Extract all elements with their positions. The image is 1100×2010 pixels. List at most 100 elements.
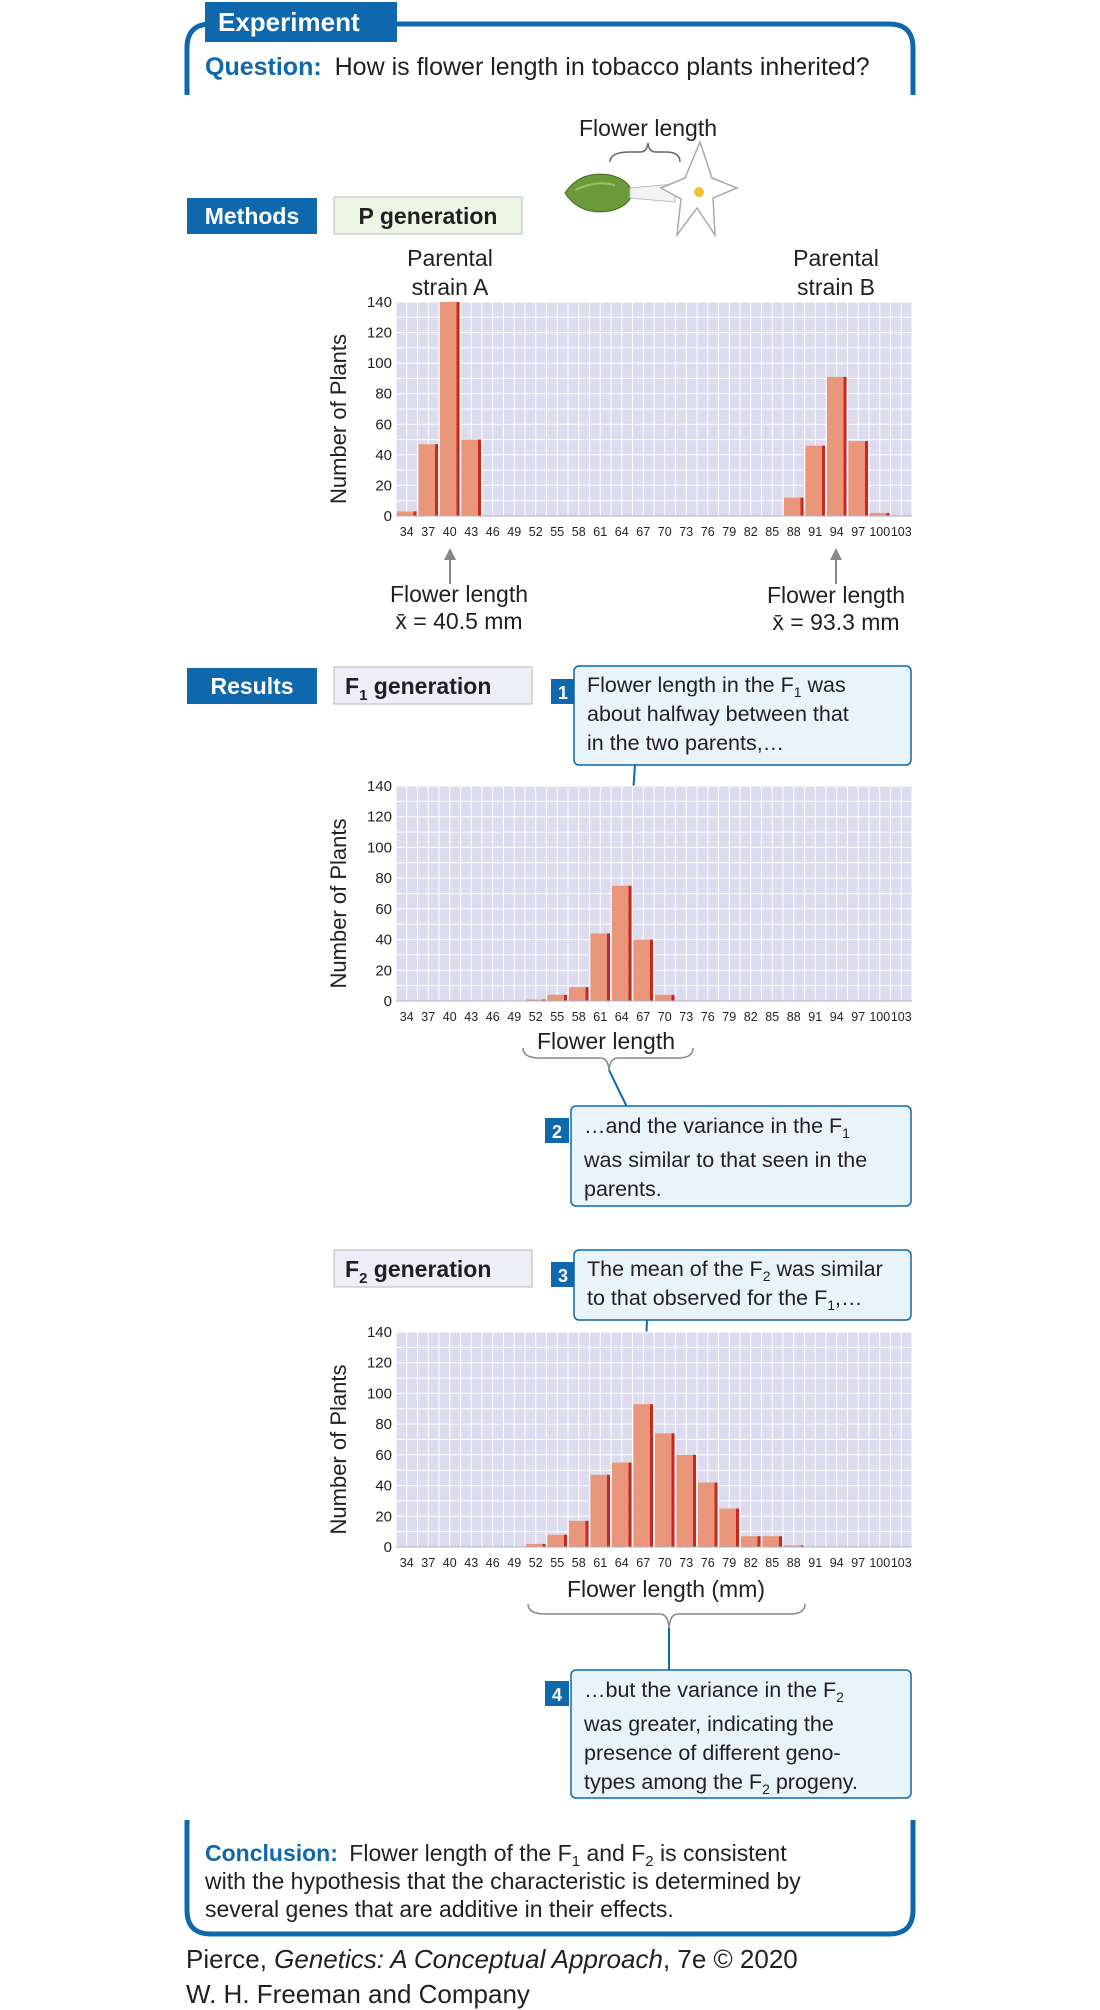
- p-gen-x-tick-label: 76: [701, 525, 715, 539]
- f1-x-tick-label: 103: [891, 1010, 912, 1024]
- f1-x-tick-label: 46: [486, 1010, 500, 1024]
- f2-bar: [719, 1508, 739, 1547]
- f2-x-tick-label: 100: [869, 1556, 890, 1570]
- f2-y-tick-label: 40: [375, 1478, 392, 1495]
- f2-bar-edge: [714, 1482, 718, 1547]
- f2-x-tick-label: 49: [507, 1556, 521, 1570]
- strain-b-mean-arrow: [830, 548, 842, 584]
- f2-x-tick-label: 55: [550, 1556, 564, 1570]
- p-gen-x-tick-label: 37: [421, 525, 435, 539]
- f2-y-tick-label: 0: [384, 1539, 392, 1556]
- svg-text:…and the variance in the F1: …and the variance in the F1 was similar …: [583, 1114, 873, 1201]
- f1-x-tick-label: 55: [550, 1010, 564, 1024]
- f1-x-tick-label: 34: [400, 1010, 414, 1024]
- p-generation-chart: 0 20 40 60 80 100 120 140 34 37 40 43 46 49 52 55 58 61 64…: [326, 294, 913, 539]
- f2-x-tick-label: 61: [593, 1556, 607, 1570]
- question: Question: How is flower length in tobacc…: [205, 53, 870, 81]
- p-gen-x-tick-label: 46: [486, 525, 500, 539]
- p-gen-bar-edge: [822, 445, 825, 516]
- f2-x-tick-label: 46: [486, 1556, 500, 1570]
- svg-text:3: 3: [558, 1266, 568, 1286]
- p-gen-bar-edge: [435, 444, 438, 516]
- f2-x-tick-label: 37: [421, 1556, 435, 1570]
- callout-1: 1 Flower length in the F1 was about half…: [551, 665, 912, 906]
- f1-x-tick-label: 82: [744, 1010, 758, 1024]
- p-gen-x-tick-label: 91: [808, 525, 822, 539]
- f2-bar-edge: [585, 1520, 589, 1547]
- f2-x-tick-label: 79: [722, 1556, 736, 1570]
- f1-x-tick-label: 91: [808, 1010, 822, 1024]
- strain-a-mean: Flower length x̄ = 40.5 mm: [390, 581, 528, 634]
- credit-line-2: W. H. Freeman and Company: [186, 1979, 530, 2009]
- f1-bar: [526, 999, 546, 1001]
- p-gen-x-tick-label: 97: [851, 525, 865, 539]
- f2-x-tick-label: 91: [808, 1556, 822, 1570]
- f2-bar-edge: [779, 1536, 782, 1547]
- p-gen-bar: [848, 441, 868, 516]
- f2-bar-edge: [693, 1454, 696, 1547]
- f1-x-tick-label: 61: [593, 1010, 607, 1024]
- f2-x-axis-label: Flower length (mm): [567, 1576, 765, 1602]
- f2-bar-edge: [757, 1536, 761, 1547]
- f1-bar-edge: [542, 999, 546, 1001]
- f1-y-tick-label: 20: [375, 962, 392, 979]
- f2-bar: [655, 1433, 675, 1547]
- f2-x-bracket: [527, 1603, 806, 1629]
- experiment-tag: Experiment: [218, 7, 360, 37]
- svg-text:Flower length in the F1 was: Flower length in the F1 was about halfwa…: [587, 673, 855, 755]
- p-gen-bar-edge: [800, 497, 804, 516]
- f1-bar: [569, 987, 589, 1001]
- f2-bar: [741, 1536, 761, 1547]
- experiment-tag-bg: [205, 2, 397, 42]
- f2-bar: [633, 1404, 653, 1547]
- svg-text:2: 2: [552, 1122, 562, 1142]
- f2-x-tick-label: 58: [572, 1556, 586, 1570]
- p-gen-x-tick-label: 52: [529, 525, 543, 539]
- p-gen-x-tick-label: 67: [636, 525, 650, 539]
- conclusion-text: Conclusion: Flower length of the F1 and …: [204, 1840, 807, 1922]
- f2-x-tick-label: 67: [636, 1556, 650, 1570]
- p-gen-bar: [805, 445, 825, 516]
- f1-x-tick-label: 73: [679, 1010, 693, 1024]
- f2-x-tick-label: 88: [787, 1556, 801, 1570]
- f2-bar-edge: [542, 1543, 546, 1547]
- callout-3: 3 The mean of the F2 was similar to that…: [551, 1249, 912, 1419]
- f1-bar-edge: [671, 994, 675, 1001]
- parental-strain-a-label: Parental strain A: [407, 245, 493, 300]
- p-gen-y-tick-label: 140: [367, 294, 392, 311]
- f1-bar-edge: [628, 885, 632, 1001]
- question-text: How is flower length in tobacco plants i…: [335, 53, 870, 81]
- p-gen-bar: [397, 511, 417, 516]
- f2-bar-edge: [628, 1462, 632, 1547]
- p-gen-x-tick-label: 55: [550, 525, 564, 539]
- methods-badge-bg: [187, 198, 317, 234]
- f1-bar: [633, 939, 653, 1001]
- f1-x-tick-label: 43: [464, 1010, 478, 1024]
- f1-x-tick-label: 97: [851, 1010, 865, 1024]
- p-gen-x-tick-label: 34: [400, 525, 414, 539]
- f1-generation-chart: 0 20 40 60 80 100 120 140 34 37 40 43 46 49 52 55 58 61 64…: [326, 778, 913, 1024]
- p-gen-x-tick-label: 61: [593, 525, 607, 539]
- f2-bar: [590, 1474, 610, 1547]
- results-badge: Results: [210, 673, 293, 699]
- f1-x-tick-label: 76: [701, 1010, 715, 1024]
- f2-x-tick-label: 52: [529, 1556, 543, 1570]
- f2-x-tick-label: 82: [744, 1556, 758, 1570]
- p-gen-y-tick-label: 120: [367, 325, 392, 342]
- f1-bar-edge: [585, 987, 589, 1001]
- f1-bar: [590, 933, 610, 1001]
- p-gen-x-tick-label: 64: [615, 525, 629, 539]
- p-gen-x-tick-label: 49: [507, 525, 521, 539]
- p-gen-y-tick-label: 100: [367, 355, 392, 372]
- f2-bar-edge: [564, 1534, 567, 1547]
- p-gen-bar: [461, 439, 481, 516]
- f1-y-tick-label: 0: [384, 993, 392, 1010]
- f2-x-tick-label: 85: [765, 1556, 779, 1570]
- question-label: Question:: [205, 53, 322, 81]
- results-badge-bg: [187, 668, 317, 704]
- p-gen-bar-edge: [413, 511, 417, 516]
- callout-4: 4 …but the variance in the F2 was greate…: [545, 1669, 912, 1799]
- p-gen-x-tick-label: 85: [765, 525, 779, 539]
- f2-y-axis-label: Number of Plants: [326, 1365, 351, 1535]
- illustration-bracket: [609, 142, 681, 163]
